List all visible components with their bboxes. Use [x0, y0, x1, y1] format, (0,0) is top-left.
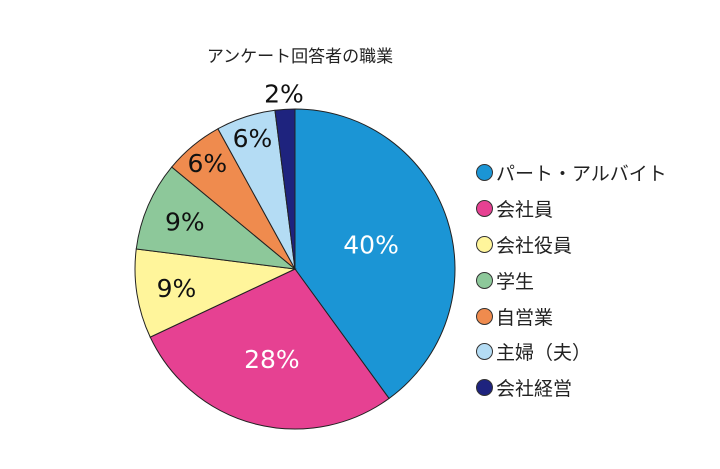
- legend-swatch: [476, 307, 493, 325]
- legend-label: 会社経営: [496, 378, 573, 401]
- legend-swatch: [476, 235, 493, 253]
- legend-item: 主婦（夫）: [476, 334, 667, 370]
- legend-item: 会社員: [476, 191, 667, 227]
- legend-label: 主婦（夫）: [496, 342, 592, 365]
- legend-label: 会社役員: [496, 234, 573, 257]
- chart-title: アンケート回答者の職業: [206, 47, 394, 67]
- data-label-4: 6%: [187, 149, 227, 178]
- pie-slice-3: [135, 166, 297, 270]
- data-label-5: 6%: [233, 124, 273, 153]
- data-label-1: 28%: [244, 345, 300, 374]
- data-label-6: 2%: [264, 79, 304, 108]
- legend-swatch: [476, 164, 493, 182]
- data-label-3: 9%: [165, 207, 205, 236]
- data-label-2: 9%: [157, 274, 197, 303]
- legend-swatch: [476, 379, 493, 397]
- legend-label: 会社員: [496, 199, 554, 222]
- pie-slice-2: [134, 248, 297, 338]
- legend-swatch: [476, 271, 493, 289]
- legend-swatch: [476, 200, 493, 218]
- pie-slice-6: [274, 108, 296, 270]
- legend-label: 学生: [496, 270, 535, 293]
- legend-item: 会社役員: [476, 227, 667, 263]
- legend-item: 自営業: [476, 298, 667, 334]
- legend-label: パート・アルバイト: [496, 163, 667, 186]
- legend: パート・アルバイト 会社員会社役員学生自営業主婦（夫） 会社経営: [476, 155, 667, 406]
- legend-item: 会社経営: [476, 370, 667, 406]
- data-label-0: 40%: [343, 230, 399, 259]
- legend-item: パート・アルバイト: [476, 155, 667, 191]
- legend-label: 自営業: [496, 306, 554, 329]
- pie-slice-0: [294, 108, 456, 400]
- legend-swatch: [476, 343, 493, 361]
- pie-slice-1: [149, 268, 390, 430]
- legend-item: 学生: [476, 262, 667, 298]
